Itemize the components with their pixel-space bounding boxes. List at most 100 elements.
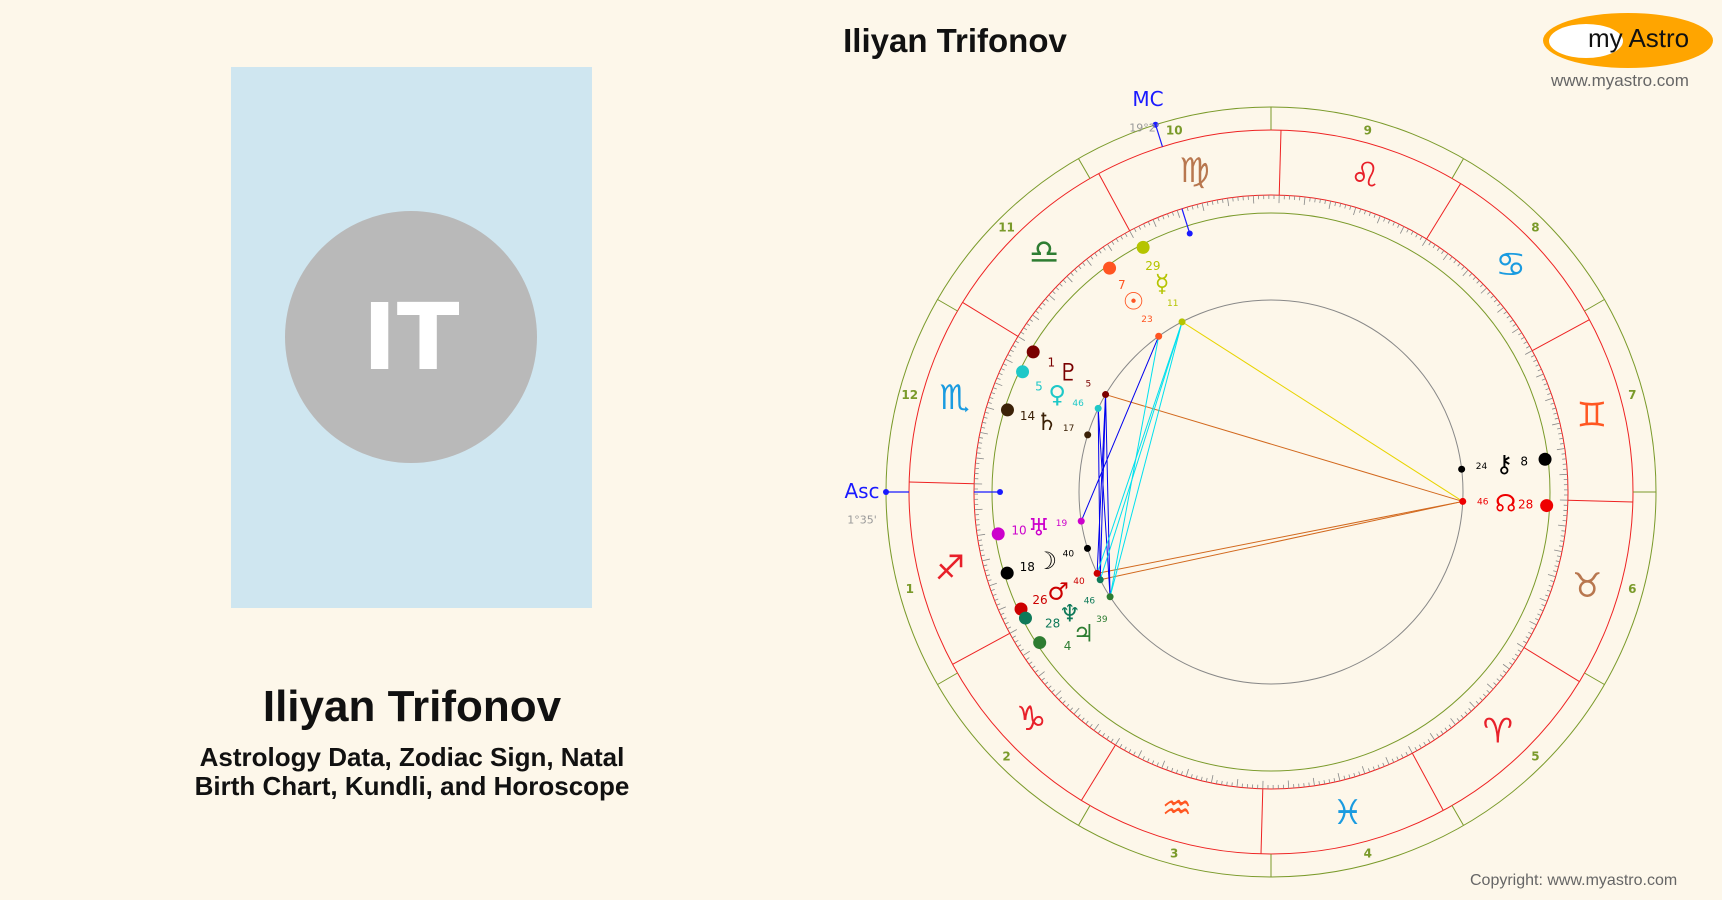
degree-tick: [1002, 617, 1007, 620]
zodiac-ring-inner: [973, 194, 1569, 790]
degree-tick: [1528, 631, 1532, 635]
aspect-line-square: [1109, 321, 1183, 597]
degree-tick: [975, 457, 984, 460]
degree-tick: [1051, 689, 1055, 693]
jupiter-degree: 4: [1064, 639, 1072, 653]
jupiter-aspect-point: [1106, 593, 1114, 601]
degree-tick: [1161, 760, 1166, 769]
moon-minutes: 40: [1063, 549, 1075, 559]
degree-tick: [1410, 231, 1414, 235]
degree-tick: [1166, 766, 1169, 771]
degree-tick: [1002, 363, 1007, 366]
degree-tick: [1026, 323, 1030, 327]
degree-tick: [1175, 769, 1179, 774]
degree-tick: [1045, 298, 1049, 302]
degree-tick: [1133, 751, 1136, 756]
sign-boundary-line: [1523, 647, 1580, 683]
saturn-degree: 14: [1020, 409, 1035, 423]
aspect-line-sextile: [1096, 394, 1107, 574]
sun-aspect-point: [1155, 332, 1163, 340]
degree-tick: [1186, 206, 1189, 212]
degree-tick: [1191, 205, 1194, 210]
degree-tick: [1486, 683, 1494, 690]
degree-tick: [1089, 723, 1093, 728]
aspect-line-sextile: [1097, 408, 1111, 597]
mars-minutes: 40: [1073, 577, 1085, 587]
degree-tick: [1545, 388, 1550, 391]
degree-tick: [1377, 764, 1380, 769]
degree-tick: [1400, 754, 1404, 759]
degree-tick: [1005, 358, 1013, 364]
degree-tick: [1520, 336, 1525, 340]
degree-tick: [1128, 749, 1132, 753]
site-url-link[interactable]: www.myastro.com: [1551, 71, 1689, 90]
degree-tick: [1373, 213, 1376, 218]
degree-tick: [1550, 402, 1555, 405]
degree-tick: [1082, 262, 1086, 266]
degree-tick: [1226, 781, 1228, 786]
sign-boundary-line: [1278, 130, 1282, 196]
chiron-aspect-point: [1458, 465, 1466, 473]
degree-tick: [1069, 707, 1074, 711]
degree-tick: [1106, 735, 1110, 740]
degree-tick: [1553, 570, 1558, 573]
sign-glyph-taurus-icon: ♉︎: [1572, 566, 1602, 606]
degree-tick: [1482, 693, 1487, 698]
degree-tick: [1399, 226, 1405, 234]
pluto-marker: [1026, 345, 1040, 359]
degree-tick: [1423, 741, 1427, 746]
degree-tick: [994, 382, 1003, 387]
degree-tick: [1475, 701, 1480, 705]
degree-tick: [985, 574, 991, 577]
degree-tick: [1558, 545, 1564, 547]
degree-tick: [1041, 302, 1046, 306]
degree-tick: [1493, 299, 1498, 303]
degree-tick: [1222, 198, 1224, 204]
degree-tick: [1090, 255, 1094, 260]
aspect-line-quincunx: [1105, 394, 1463, 502]
degree-tick: [1167, 213, 1170, 218]
degree-tick: [1541, 604, 1546, 607]
degree-tick: [1052, 290, 1056, 295]
degree-tick: [1497, 303, 1501, 307]
degree-tick: [991, 392, 996, 395]
degree-tick: [1537, 368, 1542, 372]
saturn-glyph-icon: ♄: [1036, 408, 1058, 436]
degree-tick: [989, 582, 997, 587]
degree-tick: [1010, 349, 1014, 353]
moon-degree: 18: [1020, 560, 1035, 574]
house-number-6: 6: [1628, 582, 1636, 596]
degree-tick: [994, 598, 999, 601]
degree-tick: [1236, 779, 1239, 788]
degree-tick: [1556, 555, 1561, 558]
degree-tick: [1227, 198, 1230, 207]
house-number-12: 12: [901, 388, 918, 402]
degree-tick: [1427, 739, 1431, 743]
degree-tick: [1094, 252, 1098, 257]
degree-tick: [1547, 392, 1552, 395]
mars-aspect-point: [1093, 569, 1101, 577]
degree-tick: [1111, 241, 1115, 245]
degree-tick: [1180, 771, 1183, 776]
north-node-marker: [1540, 499, 1554, 513]
mc-label: MC: [1132, 87, 1163, 111]
degree-tick: [1548, 584, 1553, 588]
degree-tick: [1348, 774, 1351, 779]
aspect-line-sextile: [1097, 408, 1101, 580]
myastro-logo[interactable]: my Astro: [1543, 13, 1713, 68]
aspect-line-quincunx: [1100, 500, 1463, 581]
mercury-glyph-icon: ☿: [1155, 270, 1170, 298]
sign-boundary-line: [1531, 319, 1590, 352]
degree-tick: [1115, 238, 1119, 243]
degree-tick: [1476, 280, 1480, 284]
degree-tick: [978, 437, 984, 439]
degree-tick: [1547, 574, 1556, 578]
degree-tick: [1406, 228, 1409, 233]
degree-tick: [1444, 727, 1448, 732]
degree-tick: [976, 529, 981, 531]
degree-tick: [987, 401, 992, 404]
jupiter-glyph-icon: ♃: [1073, 620, 1095, 648]
degree-tick: [1517, 649, 1522, 653]
mercury-marker: [1136, 240, 1150, 254]
chiron-minutes: 24: [1476, 462, 1488, 472]
